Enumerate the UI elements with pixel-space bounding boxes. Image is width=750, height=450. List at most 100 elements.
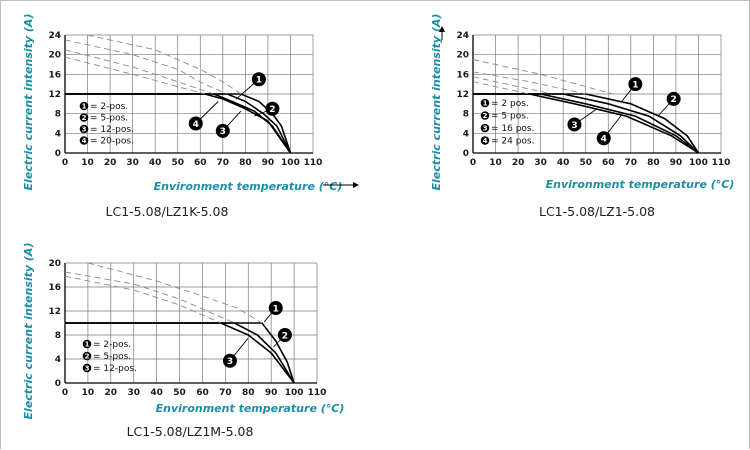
dashed-reference-line [64,275,221,324]
x-tick-label: 70 [219,388,232,398]
legend-entry: = 20-pos. [90,137,134,147]
x-tick-label: 50 [171,158,184,168]
marker-number: 4 [601,135,607,145]
x-tick-label: 50 [173,388,186,398]
x-tick-label: 110 [712,158,731,168]
x-tick-label: 10 [81,158,94,168]
dashed-reference-line [64,39,228,95]
x-tick-label: 90 [265,388,278,398]
legend-number-badge [79,124,89,134]
marker-number: 3 [227,357,233,367]
dashed-reference-line [87,262,263,324]
y-axis-title: Electric current intensity (A) [22,243,35,420]
x-axis-title: Environment temperature (°C) [156,402,345,415]
marker-circle [277,328,292,342]
marker-circle [268,301,283,315]
x-tick-label: 80 [647,158,660,168]
legend-number-badge [480,111,490,120]
marker-number: 2 [282,331,288,341]
legend-number: 2 [483,112,488,120]
x-tick-label: 100 [689,158,708,168]
legend-number: 3 [82,126,87,134]
legend-number-badge [82,363,92,373]
legend-number-badge [480,136,490,145]
legend-entry: = 16 pos. [491,124,534,134]
legend-number-badge [79,101,89,111]
dashed-reference-line [472,81,530,95]
x-tick-label: 20 [105,388,118,398]
y-tick-label: 16 [48,70,61,80]
legend: 1 = 2-pos.2 = 5-pos.3 = 12-pos. [82,339,137,374]
legend: 1 = 2-pos.2 = 5-pos.3 = 12-pos.4 = 20-pos. [79,101,134,147]
y-tick-label: 0 [55,149,61,159]
marker-circle [628,77,643,92]
legend-entry: = 5-pos. [93,352,131,362]
legend-number-badge [79,136,89,145]
legend-entry: = 2-pos. [90,102,128,112]
marker-number: 4 [193,120,199,130]
legend-number-badge [480,98,490,108]
y-tick-label: 4 [55,355,61,365]
x-axis-arrowhead [353,182,359,188]
y-tick-label: 16 [48,283,61,293]
x-tick-label: 20 [104,158,117,168]
dashed-reference-line [472,71,586,95]
y-tick-label: 16 [456,70,469,80]
chart-lc1-lz1k: LC1-5.08/LZ1K-5.08 0 10 20 30 40 50 60 70 80 90 10… [22,14,359,219]
legend-entry: = 12-pos. [93,364,137,374]
legend-number: 1 [483,100,488,108]
x-tick-label: 10 [489,158,502,168]
x-tick-label: 60 [602,158,615,168]
legend-number-badge [480,123,490,133]
y-tick-label: 20 [456,51,469,61]
y-tick-label: 0 [55,379,61,389]
x-tick-label: 30 [534,158,547,168]
x-tick-label: 0 [62,388,68,398]
marker-circle [567,117,582,132]
x-tick-label: 0 [62,158,68,168]
dashed-reference-line [64,49,214,95]
y-axis-arrowhead [439,26,445,32]
y-tick-label: 8 [463,110,469,120]
legend-number: 2 [85,353,90,361]
legend-number: 3 [483,125,488,133]
y-tick-label: 12 [48,307,61,317]
y-tick-label: 20 [48,51,61,61]
x-tick-label: 70 [217,158,230,168]
legend-entry: = 24 pos. [491,137,534,147]
x-tick-label: 10 [82,388,95,398]
legend-number: 1 [82,103,87,111]
legend-number: 3 [85,365,90,373]
y-tick-label: 4 [55,129,61,139]
x-tick-label: 40 [150,388,163,398]
legend-entry: = 2-pos. [93,340,131,350]
x-tick-label: 110 [308,388,327,398]
legend-number-badge [82,351,92,361]
x-tick-label: 80 [239,158,252,168]
dashed-reference-line [472,76,552,95]
marker-number: 2 [269,105,275,115]
marker-circle [265,101,280,116]
series-line [473,93,700,154]
chart-caption: LC1-5.08/LZ1K-5.08 [106,204,229,219]
x-tick-label: 60 [196,388,209,398]
legend-number: 4 [483,137,488,145]
marker-number: 1 [256,76,262,86]
legend-number: 4 [82,137,87,145]
x-tick-label: 20 [512,158,525,168]
y-tick-label: 20 [48,259,61,269]
marker-circle [215,123,230,138]
marker-number: 3 [220,127,226,137]
y-tick-label: 0 [463,149,469,159]
legend-entry: = 2 pos. [491,99,529,109]
x-axis-title: Environment temperature (°C) [546,178,735,191]
chart-caption: LC1-5.08/LZ1-5.08 [539,204,655,219]
marker-circle [222,353,237,368]
chart-caption: LC1-5.08/LZ1M-5.08 [127,424,254,439]
legend-entry: = 12-pos. [90,125,134,135]
chart-lc1-lz1m: LC1-5.08/LZ1M-5.08 0 10 20 30 40 50 60 70 80 90 10… [22,243,344,439]
legend-number: 1 [85,341,90,349]
dashed-reference-line [472,59,613,95]
marker-circle [666,91,681,106]
